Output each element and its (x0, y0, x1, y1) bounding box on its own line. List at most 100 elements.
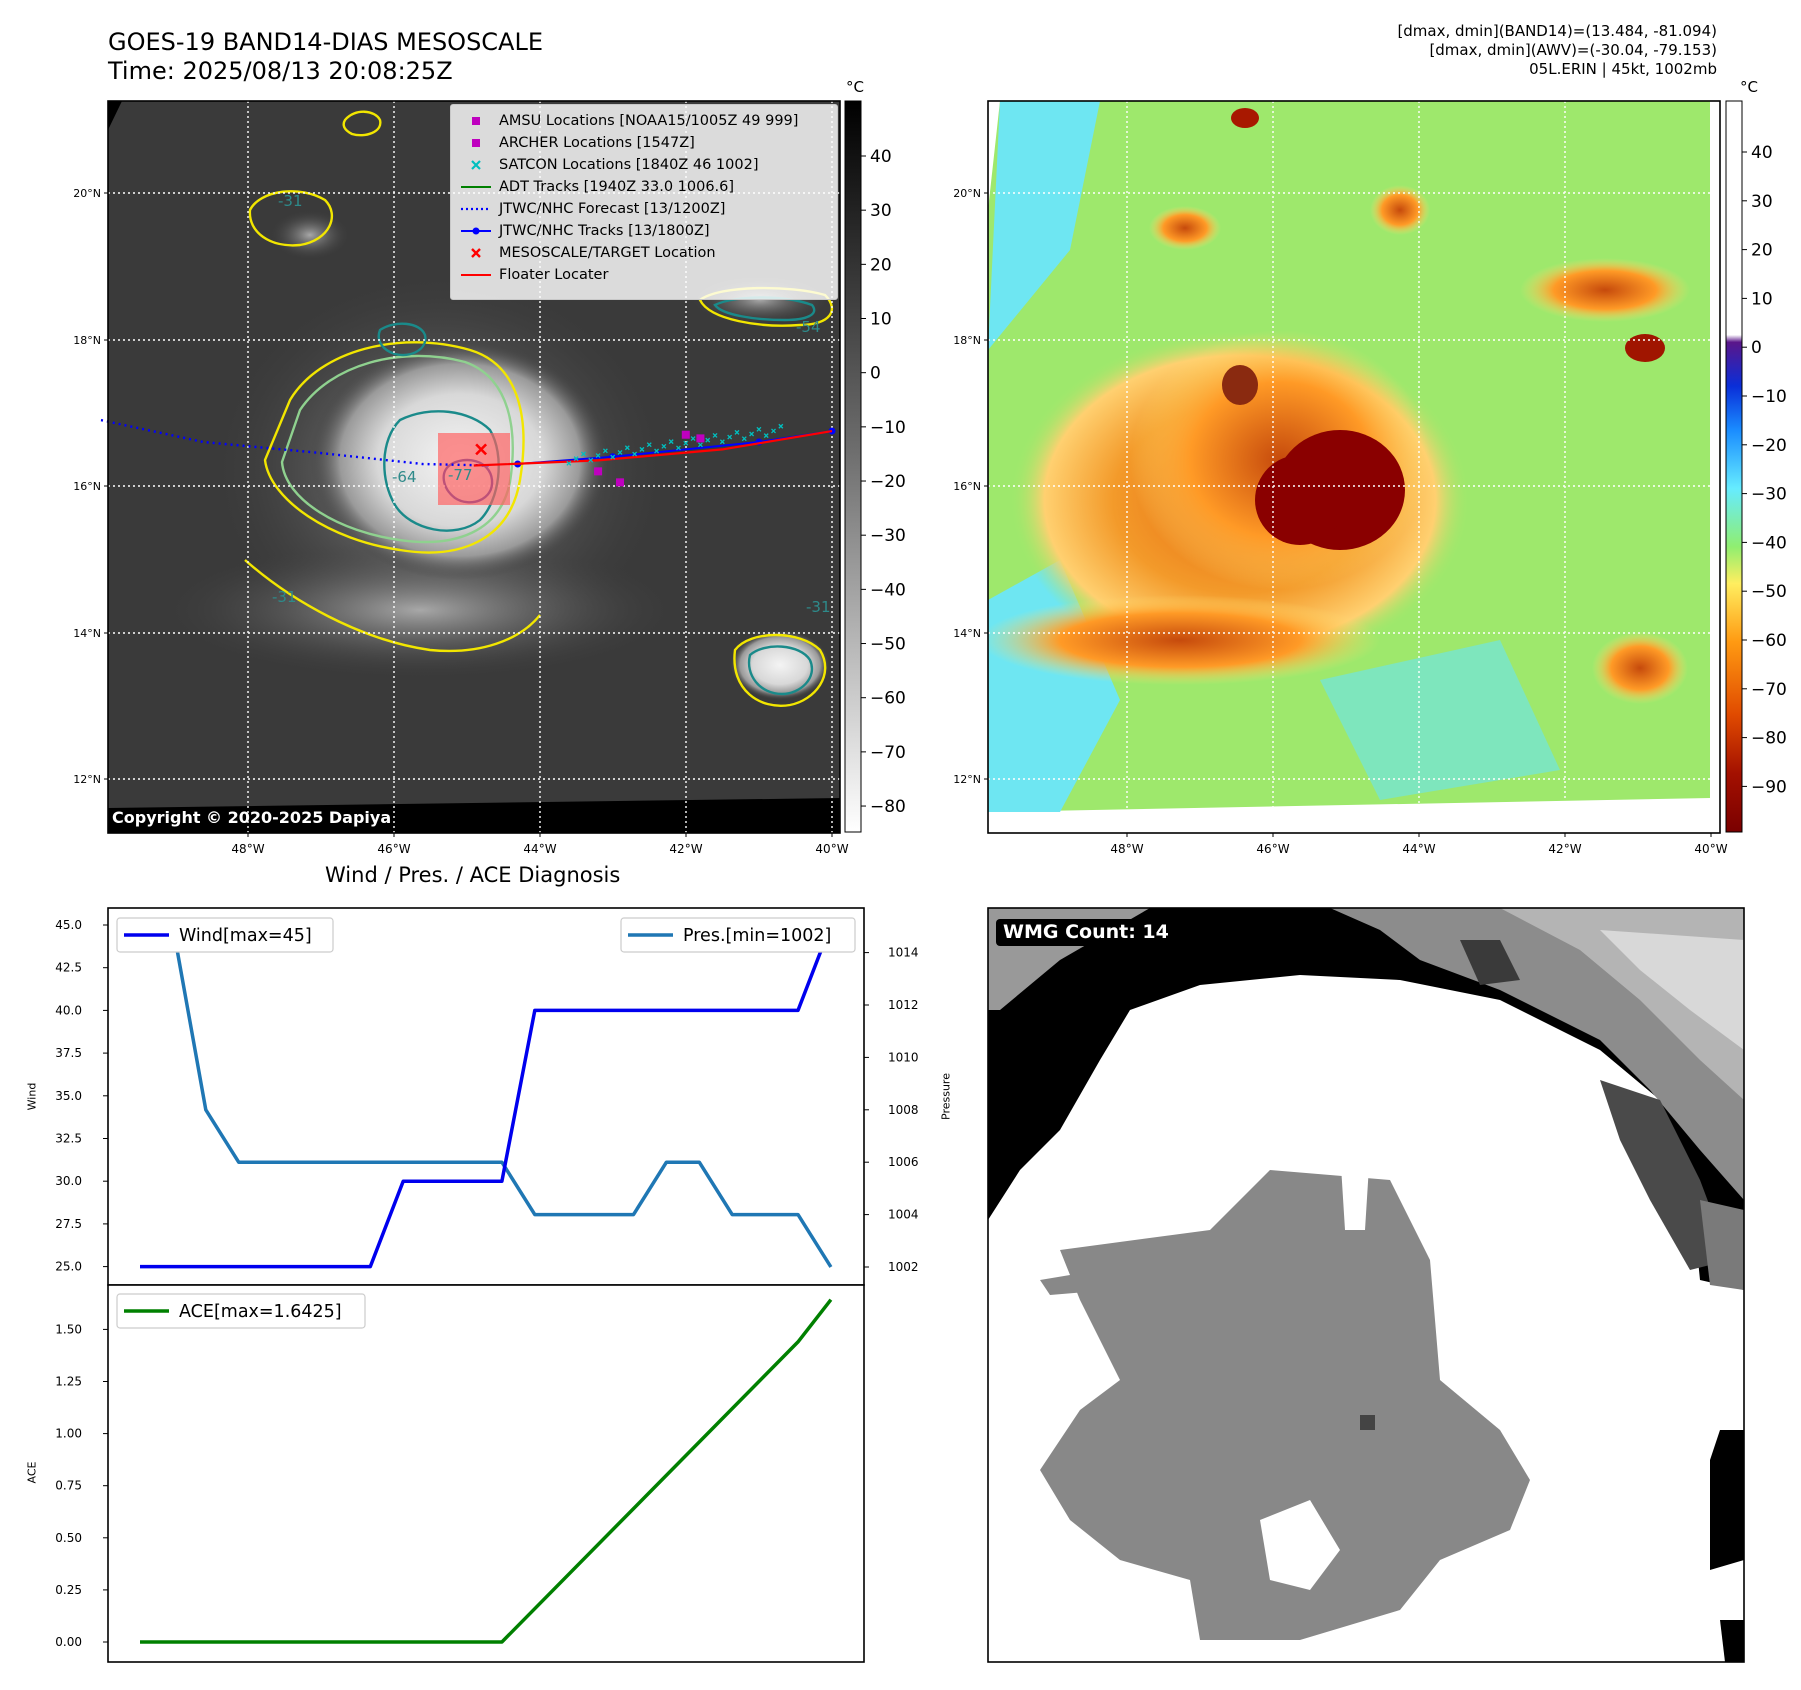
ir-colorbar-label: −10 (870, 418, 906, 438)
wind-pressure-chart: 45.0 42.5 40.0 37.5 35.0 32.5 30.0 27.5 25.0 1014… (55, 907, 919, 1286)
dias-colorbar-bar (1725, 100, 1743, 833)
satcon-marker (573, 456, 579, 462)
satcon-marker (602, 448, 608, 454)
wmg-frame (987, 907, 1745, 1663)
satcon-marker (661, 443, 667, 449)
forecast-track (100, 418, 489, 467)
contour-label-3: -64 (392, 468, 417, 486)
dias-lat-label: 20°N (953, 187, 981, 200)
ace-legend: ACE[max=1.6425] (116, 1293, 366, 1329)
dias-colorbar-label: 0 (1751, 338, 1762, 358)
dias-colorbar-ticks: 40 30 20 10 0 −10 −20 −30 −40 −50 −60 −70 −80 −90 (1742, 143, 1787, 797)
wind-legend-label: Wind[max=45] (179, 926, 312, 946)
copyright-text: Copyright © 2020-2025 Dapiya (112, 808, 392, 827)
ir-lon-label: 40°W (815, 842, 848, 856)
amsu-marker (696, 434, 705, 443)
ir-colorbar: °C 40 30 20 10 0 −10 −20 −30 −40 −50 −60 −70 −80 (844, 78, 906, 833)
contour-label-2: -54 (796, 318, 821, 336)
ir-lon-label: 44°W (523, 842, 556, 856)
ir-lon-label: 46°W (377, 842, 410, 856)
ir-lon-label: 42°W (669, 842, 702, 856)
nhc-track-point (828, 427, 836, 435)
ir-colorbar-label: −70 (870, 743, 906, 763)
dias-colorbar-label: −70 (1751, 680, 1787, 700)
satcon-marker (712, 432, 718, 438)
ace-tick-label: 1.50 (55, 1322, 82, 1336)
pressure-tick-label: 1002 (888, 1260, 919, 1274)
dias-lon-label: 46°W (1256, 842, 1289, 856)
stats-awv: [dmax, dmin](AWV)=(-30.04, -79.153) (1429, 41, 1717, 59)
dias-colorbar-label: −60 (1751, 631, 1787, 651)
satcon-marker (639, 446, 645, 452)
ir-lat-label: 14°N (73, 627, 101, 640)
contour-label-5: -31 (272, 588, 297, 606)
ace-tick-label: 1.00 (55, 1427, 82, 1441)
stats-band14: [dmax, dmin](BAND14)=(13.484, -81.094) (1397, 22, 1717, 40)
ace-ticks: 1.50 1.25 1.00 0.75 0.50 0.25 0.00 (55, 1322, 108, 1649)
legend-tracks-label: JTWC/NHC Tracks [13/1800Z] (499, 223, 710, 239)
ir-lat-label: 20°N (73, 187, 101, 200)
legend-adt-line (461, 186, 491, 188)
stats-storm: 05L.ERIN | 45kt, 1002mb (1529, 60, 1717, 78)
ir-colorbar-label: 10 (870, 310, 892, 330)
satcon-marker (690, 436, 696, 441)
satcon-marker (566, 460, 572, 466)
satcon-marker (778, 423, 784, 429)
figure-title-line1: GOES-19 BAND14-DIAS MESOSCALE (108, 28, 544, 56)
pressure-axis-label: Pressure (939, 1073, 953, 1120)
satcon-marker (617, 449, 623, 455)
satcon-marker (749, 431, 755, 437)
wmg-count-label: WMG Count: 14 (996, 919, 1176, 946)
satcon-marker (727, 434, 733, 440)
pressure-tick-label: 1008 (888, 1103, 919, 1117)
pressure-legend: Pres.[min=1002] (620, 917, 856, 953)
satcon-marker (632, 451, 638, 457)
legend-row-floater: Floater Locater (451, 264, 837, 286)
amsu-marker (616, 478, 625, 487)
legend-row-amsu: AMSU Locations [NOAA15/1005Z 49 999] (451, 110, 837, 132)
dias-colorbar-label: 10 (1751, 289, 1773, 309)
ace-axis-label: ACE (25, 1461, 39, 1484)
dias-colorbar: °C 40 30 20 10 0 −10 −20 −30 −40 −50 −60 −70 −80 −90 (1725, 78, 1787, 833)
wind-tick-label: 45.0 (55, 918, 82, 932)
ir-colorbar-label: 40 (870, 147, 892, 167)
dias-colorbar-label: 30 (1751, 192, 1773, 212)
ir-colorbar-label: 20 (870, 255, 892, 275)
wmg-imagery (988, 908, 1744, 1662)
wind-line (140, 924, 833, 1269)
dias-lat-label: 16°N (953, 480, 981, 493)
stats-block: [dmax, dmin](BAND14)=(13.484, -81.094) [… (1397, 22, 1717, 79)
legend-target-marker (471, 248, 481, 258)
satcon-marker (756, 426, 762, 432)
wmg-panel (987, 907, 1745, 1663)
pressure-tick-label: 1012 (888, 998, 919, 1012)
satcon-marker (771, 428, 776, 434)
satcon-marker (734, 429, 740, 435)
contour-label-1: -31 (278, 192, 303, 210)
satcon-marker (610, 454, 616, 460)
ir-lat-label: 18°N (73, 334, 101, 347)
ir-colorbar-label: 0 (870, 364, 881, 384)
dias-colorbar-unit: °C (1740, 78, 1758, 96)
ace-chart: 1.50 1.25 1.00 0.75 0.50 0.25 0.00 (55, 1284, 865, 1663)
satcon-marker (719, 439, 725, 445)
figure-title-line2: Time: 2025/08/13 20:08:25Z (108, 57, 453, 85)
legend-forecast-line (461, 207, 491, 211)
dias-colorbar-label: −40 (1751, 533, 1787, 553)
dias-colorbar-label: −80 (1751, 729, 1787, 749)
satcon-marker (683, 440, 689, 446)
target-marker (475, 443, 488, 456)
legend-adt-label: ADT Tracks [1940Z 33.0 1006.6] (499, 179, 735, 195)
legend-archer-marker (472, 139, 480, 147)
legend-tracks-line (461, 227, 491, 235)
legend-amsu-label: AMSU Locations [NOAA15/1005Z 49 999] (499, 113, 799, 129)
wind-pressure-ticks: 45.0 42.5 40.0 37.5 35.0 32.5 30.0 27.5 25.0 1014… (55, 918, 918, 1274)
wind-tick-label: 25.0 (55, 1260, 82, 1274)
dias-colorbar-label: −90 (1751, 777, 1787, 797)
legend-row-forecast: JTWC/NHC Forecast [13/1200Z] (451, 198, 837, 220)
dias-map-panel (987, 100, 1721, 834)
satcon-marker (595, 453, 601, 458)
dias-lon-label: 48°W (1110, 842, 1143, 856)
dias-colorbar-label: −10 (1751, 387, 1787, 407)
pressure-legend-label: Pres.[min=1002] (683, 926, 831, 946)
